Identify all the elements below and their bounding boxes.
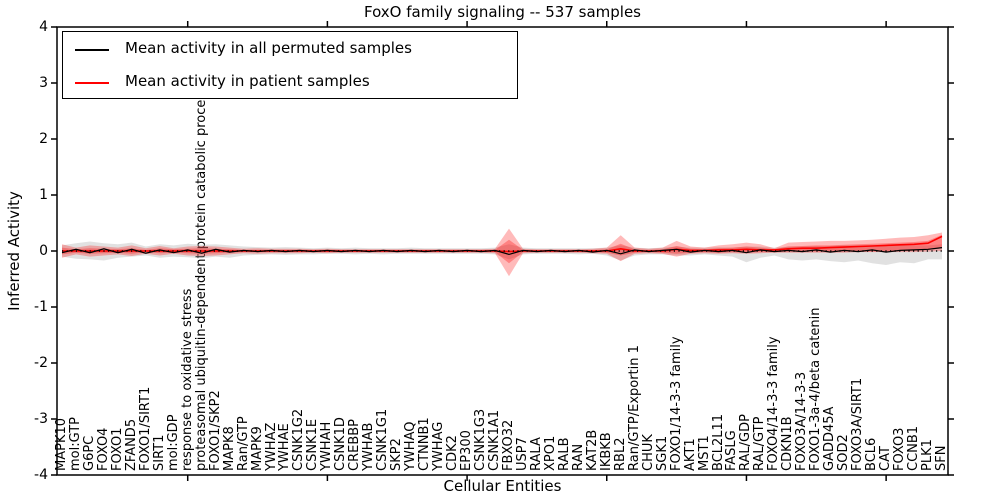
legend-line-sample-red <box>75 82 109 84</box>
legend-label: Mean activity in all permuted samples <box>125 39 412 57</box>
x-tick-label: FOXO1 <box>109 427 125 471</box>
x-tick-label: MAPK10 <box>54 417 69 471</box>
y-tick-label: 3 <box>39 75 48 91</box>
x-tick-label: SIRT1 <box>151 434 167 471</box>
x-tick-label: MAPK8 <box>221 426 237 471</box>
y-tick-label: 2 <box>39 131 48 147</box>
x-tick-label: RAN <box>570 443 586 471</box>
x-tick-label: AKT1 <box>682 438 698 471</box>
x-tick-label: FOXO1/SIRT1 <box>137 386 153 471</box>
legend-box: Mean activity in all permuted samples Me… <box>62 31 518 99</box>
x-tick-label: G6PC <box>81 435 97 471</box>
x-tick-label: FOXO1/SKP2 <box>207 390 223 471</box>
y-tick-label: -1 <box>34 299 48 315</box>
y-tick-label: -3 <box>34 411 48 427</box>
x-axis-label: Cellular Entities <box>443 477 562 495</box>
legend-entry-patient: Mean activity in patient samples <box>63 68 517 98</box>
x-tick-label: CHUK <box>640 434 656 471</box>
y-tick-label: 4 <box>39 19 48 35</box>
x-tick-label: response to oxidative stress <box>179 288 195 471</box>
x-tick-label: USP7 <box>514 437 530 471</box>
x-tick-label: CDK2 <box>445 435 461 471</box>
x-tick-label: FOXO3 <box>892 427 908 471</box>
x-tick-label: RALB <box>556 437 572 471</box>
x-tick-label: SFN <box>934 445 949 471</box>
x-tick-label: FBXO32 <box>500 419 516 471</box>
x-tick-label: ZFAND5 <box>123 418 139 471</box>
x-tick-label: EP300 <box>459 430 475 471</box>
x-tick-label: CSNK1G3 <box>473 408 489 471</box>
legend-label: Mean activity in patient samples <box>125 72 370 90</box>
x-tick-label: RBL2 <box>612 437 628 471</box>
legend-entry-permuted: Mean activity in all permuted samples <box>63 35 517 65</box>
chart-title: FoxO family signaling -- 537 samples <box>363 3 641 21</box>
x-tick-label: RALA <box>528 437 544 471</box>
x-tick-label: CCNB1 <box>906 425 922 471</box>
x-tick-label: Ran/GTP/Exportin 1 <box>626 345 642 471</box>
y-tick-label: -2 <box>34 355 48 371</box>
x-tick-label: PLK1 <box>920 439 936 471</box>
x-tick-label: MST1 <box>696 435 712 471</box>
x-tick-label: KAT2B <box>584 429 600 471</box>
x-tick-label: XPO1 <box>542 435 558 471</box>
x-tick-label: proteasomal ubiquitin-dependent protein … <box>193 86 209 471</box>
y-tick-label: 0 <box>39 243 48 259</box>
x-tick-label: Ran/GTP <box>235 416 251 471</box>
x-tick-label: mol:GTP <box>67 417 83 471</box>
y-tick-label: -4 <box>34 467 48 483</box>
legend-line-sample-black <box>75 49 109 51</box>
x-tick-label: IKBKB <box>598 432 614 471</box>
x-tick-label: SGK1 <box>654 435 670 471</box>
y-tick-label: 1 <box>39 187 48 203</box>
x-tick-label: FOXO1/14-3-3 family <box>668 336 684 471</box>
x-tick-label: MAPK9 <box>249 426 265 471</box>
x-tick-label: mol:GDP <box>165 414 181 471</box>
x-tick-label: CSNK1A1 <box>487 409 503 471</box>
x-tick-label: FOXO4 <box>95 427 111 471</box>
